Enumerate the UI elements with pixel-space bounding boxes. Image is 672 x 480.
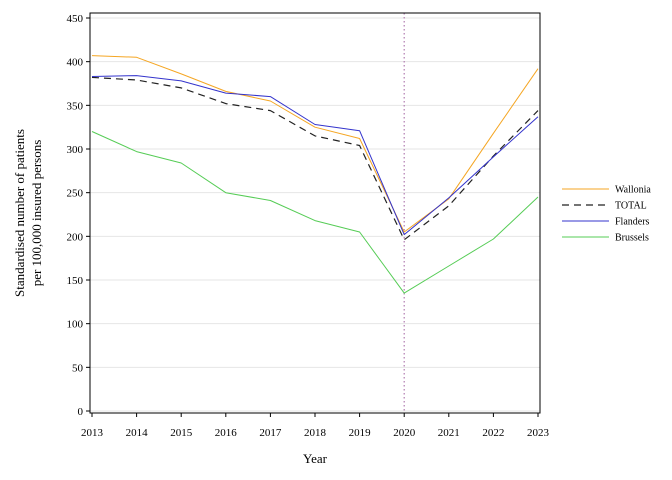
x-tick-label: 2016 [215,427,238,439]
legend-label: TOTAL [615,201,647,212]
x-tick-label: 2023 [527,427,550,439]
x-tick-label: 2021 [438,427,460,439]
legend-label: Flanders [615,217,650,228]
plot-frame [89,12,541,414]
y-tick-label: 50 [72,362,84,374]
x-tick-label: 2019 [349,427,372,439]
series-line-brussels [91,131,539,294]
legend-label: Brussels [615,233,649,244]
x-tick-label: 2013 [81,427,104,439]
y-tick-label: 100 [67,319,84,331]
x-tick-label: 2017 [259,427,282,439]
x-tick-label: 2018 [304,427,327,439]
x-tick-label: 2022 [482,427,504,439]
x-tick-label: 2014 [126,427,149,439]
x-tick-label: 2015 [170,427,193,439]
y-axis-title-line-1: Standardised number of patients [12,129,27,297]
series-line-flanders [91,75,539,236]
gridlines [90,17,540,412]
x-axis: 2013 2014 2015 2016 2017 2018 2019 2020 2021 2022… [81,413,550,439]
y-tick-label: 450 [67,13,84,25]
x-axis-title: Year [303,451,328,466]
legend-label: Wallonia [615,185,651,196]
series-line-wallonia [91,55,539,233]
y-tick-label: 250 [67,188,84,200]
y-tick-label: 0 [78,406,84,418]
y-tick-label: 350 [67,100,84,112]
y-tick-label: 400 [67,57,84,69]
y-axis-title-line-2: per 100,000 insured persons [29,140,44,287]
x-tick-label: 2020 [393,427,416,439]
y-axis: 0 50 100 150 200 250 300 350 400 450 [67,13,90,418]
y-tick-label: 200 [67,231,84,243]
y-tick-label: 300 [67,144,84,156]
series-lines [91,55,539,294]
series-line-total [91,76,539,241]
y-tick-label: 150 [67,275,84,287]
legend: Wallonia TOTAL Flanders Brussels [562,185,651,244]
